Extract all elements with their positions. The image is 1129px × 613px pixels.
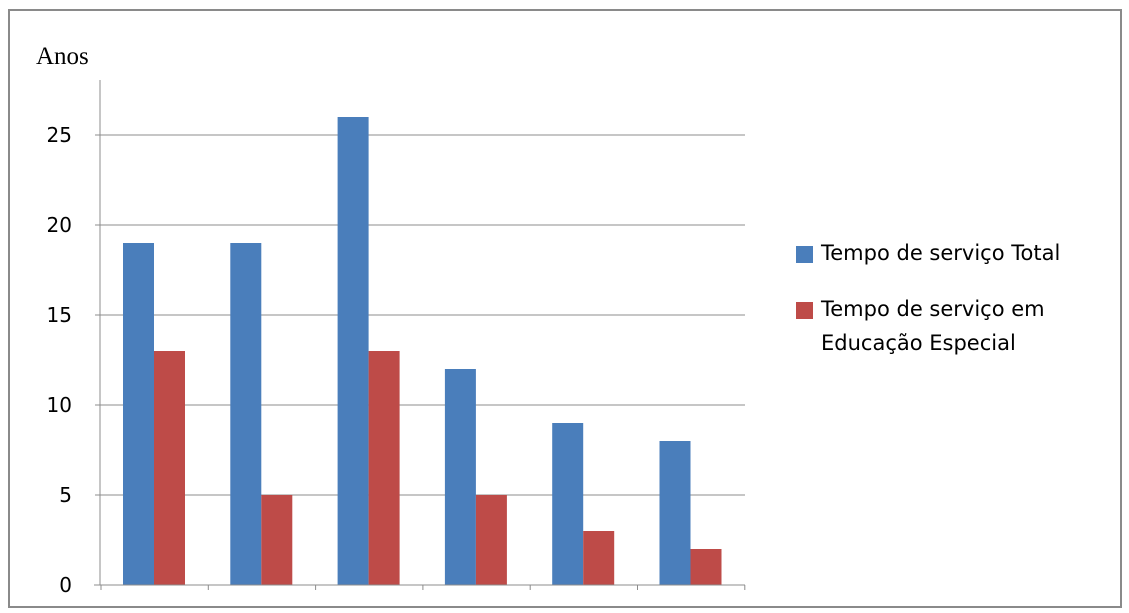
bar-total-2 <box>230 243 262 585</box>
legend-label-especial-line-1: Tempo de serviço em <box>821 297 1045 321</box>
legend-swatch-total <box>796 246 813 263</box>
bar-especial-3 <box>368 351 400 585</box>
y-tick-label-5: 5 <box>59 483 72 507</box>
axes <box>94 80 746 590</box>
y-tick-label-0: 0 <box>59 573 72 597</box>
bar-especial-2 <box>261 495 293 585</box>
bar-especial-5 <box>583 531 615 585</box>
bar-especial-1 <box>154 351 185 585</box>
legend-item-total: Tempo de serviço Total <box>796 236 1116 270</box>
bar-especial-4 <box>475 495 507 585</box>
bar-total-3 <box>337 117 369 585</box>
legend-item-especial: Tempo de serviço em Educação Especial <box>796 292 1116 360</box>
y-tick-label-10: 10 <box>47 393 72 417</box>
bar-total-5 <box>552 423 584 585</box>
y-axis-label: Anos <box>36 43 89 70</box>
y-tick-label-20: 20 <box>47 213 72 237</box>
legend-swatch-especial <box>796 302 813 319</box>
bar-total-6 <box>659 441 691 585</box>
gridlines <box>100 134 745 496</box>
y-tick-label-25: 25 <box>47 123 72 147</box>
legend-label-total: Tempo de serviço Total <box>821 241 1061 265</box>
bar-especial-6 <box>690 549 722 585</box>
bar-total-4 <box>444 369 476 585</box>
y-tick-labels: 0 5 10 15 20 25 <box>47 123 72 597</box>
legend-label-especial-line-2: Educação Especial <box>821 331 1016 355</box>
bars <box>123 117 722 585</box>
bar-total-1 <box>123 243 154 585</box>
y-tick-label-15: 15 <box>47 303 72 327</box>
legend: Tempo de serviço Total Tempo de serviço … <box>796 236 1116 360</box>
